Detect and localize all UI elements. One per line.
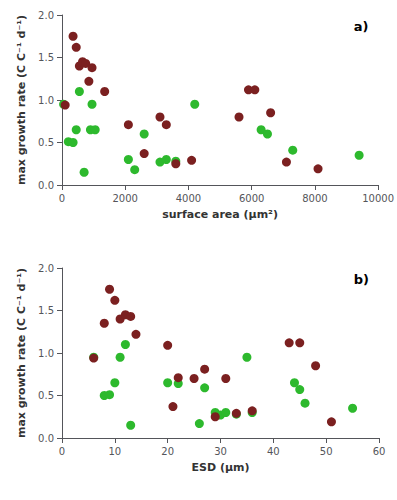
svg-text:max growth rate (C C⁻¹ d⁻¹): max growth rate (C C⁻¹ d⁻¹) — [15, 268, 28, 438]
svg-text:50: 50 — [320, 446, 333, 457]
svg-text:1.5: 1.5 — [38, 305, 54, 316]
svg-text:1.5: 1.5 — [38, 52, 54, 63]
svg-text:40: 40 — [267, 446, 280, 457]
svg-text:0.0: 0.0 — [38, 433, 54, 444]
svg-text:surface area (μm²): surface area (μm²) — [162, 208, 278, 221]
svg-text:a): a) — [354, 19, 369, 34]
svg-text:max growth rate (C C⁻¹ d⁻¹): max growth rate (C C⁻¹ d⁻¹) — [15, 15, 28, 185]
svg-text:8000: 8000 — [302, 193, 327, 204]
svg-text:0.5: 0.5 — [38, 390, 54, 401]
svg-text:0.0: 0.0 — [38, 180, 54, 191]
svg-text:b): b) — [354, 272, 369, 287]
svg-text:0.5: 0.5 — [38, 137, 54, 148]
svg-text:0: 0 — [59, 446, 65, 457]
svg-text:60: 60 — [373, 446, 386, 457]
svg-text:4000: 4000 — [176, 193, 201, 204]
svg-text:2.0: 2.0 — [38, 263, 54, 274]
svg-text:6000: 6000 — [239, 193, 264, 204]
svg-text:30: 30 — [214, 446, 227, 457]
svg-text:0: 0 — [59, 193, 65, 204]
svg-text:20: 20 — [161, 446, 174, 457]
svg-text:1.0: 1.0 — [38, 348, 54, 359]
svg-text:1.0: 1.0 — [38, 95, 54, 106]
svg-text:2000: 2000 — [112, 193, 137, 204]
svg-text:2.0: 2.0 — [38, 10, 54, 21]
svg-text:10: 10 — [108, 446, 121, 457]
svg-text:ESD (μm): ESD (μm) — [191, 461, 249, 474]
svg-text:10000: 10000 — [362, 193, 394, 204]
